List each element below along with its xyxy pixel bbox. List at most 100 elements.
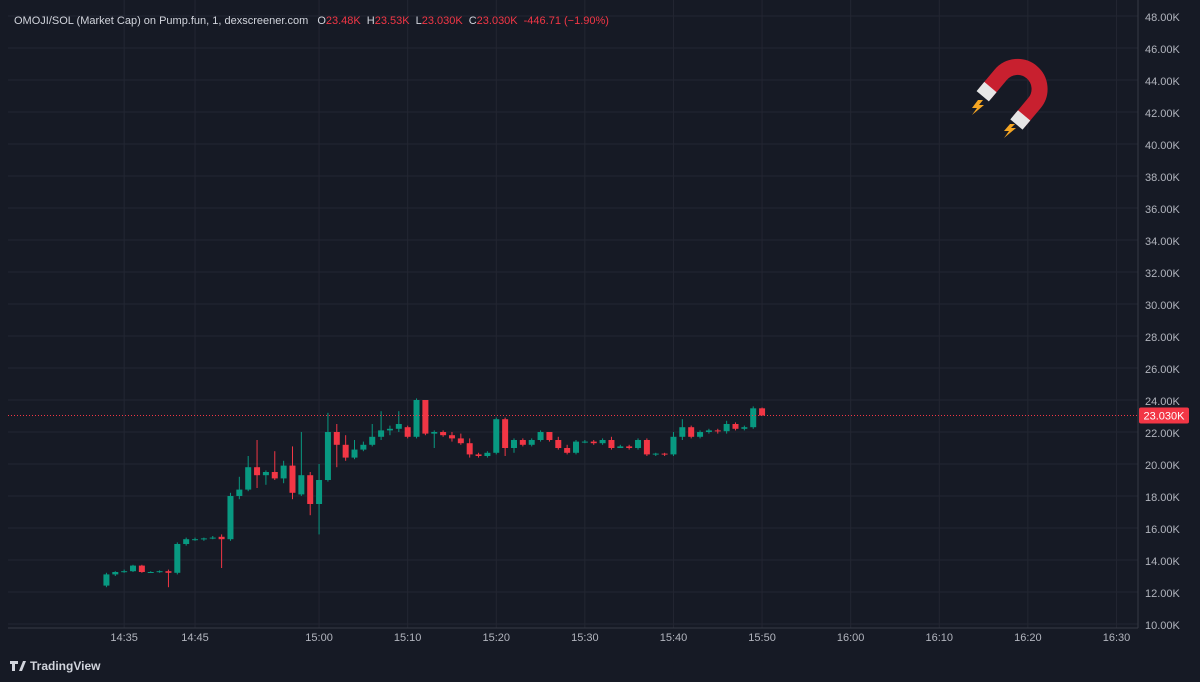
candle-body [404, 427, 411, 437]
symbol-title: OMOJI/SOL (Market Cap) on Pump.fun, 1, d… [14, 15, 309, 27]
candles [103, 398, 766, 588]
y-tick-label: 30.00K [1145, 300, 1181, 312]
candle-body [156, 571, 163, 573]
candle-body [245, 467, 252, 490]
candle-body [316, 480, 323, 504]
x-tick-label: 16:20 [1014, 632, 1042, 644]
candle-body [422, 400, 429, 434]
y-tick-label: 40.00K [1145, 140, 1181, 152]
candle-body [528, 440, 535, 445]
candle-body [200, 538, 207, 540]
candle-body [457, 438, 464, 444]
y-tick-label: 36.00K [1145, 204, 1181, 216]
candle-body [750, 408, 757, 428]
y-tick-label: 34.00K [1145, 236, 1181, 248]
y-tick-label: 28.00K [1145, 332, 1181, 344]
bolt-icon [972, 100, 984, 115]
candle-body [209, 537, 216, 539]
ohlc-value: 23.53K [374, 15, 410, 27]
candle-body [121, 571, 128, 573]
y-tick-label: 44.00K [1145, 76, 1181, 88]
y-tick-label: 10.00K [1145, 620, 1181, 632]
y-tick-label: 14.00K [1145, 556, 1181, 568]
x-tick-label: 14:45 [181, 632, 209, 644]
candle-body [590, 441, 597, 444]
tradingview-logo: TradingView [10, 659, 101, 673]
y-tick-label: 18.00K [1145, 492, 1181, 504]
y-tick-label: 38.00K [1145, 172, 1181, 184]
ohlc-key: H [366, 15, 375, 27]
candle-body [484, 452, 491, 456]
candle-body [165, 571, 172, 573]
candle-body [360, 444, 367, 450]
candle-body [307, 475, 314, 504]
candle-body [581, 441, 588, 443]
candle-body [537, 432, 544, 440]
y-tick-label: 22.00K [1145, 428, 1181, 440]
x-tick-label: 15:30 [571, 632, 599, 644]
candle-body [262, 472, 269, 476]
candle-body [174, 544, 181, 573]
candle-body [298, 475, 305, 495]
last-price-label: 23.030K [1144, 410, 1186, 422]
candle-body [440, 432, 447, 436]
candle-body [466, 443, 473, 455]
candle-body [147, 572, 154, 573]
last-price-box [1139, 407, 1189, 424]
y-tick-label: 16.00K [1145, 524, 1181, 536]
candle-body [617, 446, 624, 448]
ohlc-value: 23.48K [325, 15, 361, 27]
candle-body [732, 424, 739, 429]
candle-body [564, 448, 571, 453]
x-tick-label: 16:00 [837, 632, 865, 644]
candle-body [324, 432, 331, 480]
y-tick-label: 48.00K [1145, 12, 1181, 24]
x-tick-label: 15:50 [748, 632, 776, 644]
ohlc-value: 23.030K [421, 15, 463, 27]
candle-body [635, 440, 642, 448]
ohlc-value: 23.030K [476, 15, 518, 27]
y-tick-label: 32.00K [1145, 268, 1181, 280]
candle-body [661, 453, 668, 455]
x-tick-label: 16:30 [1103, 632, 1131, 644]
ohlc-key: O [317, 15, 326, 27]
y-tick-label: 12.00K [1145, 588, 1181, 600]
candle-body [679, 427, 686, 437]
candle-body [254, 467, 261, 476]
candle-body [688, 427, 695, 437]
candle-body [599, 440, 606, 444]
legend: OMOJI/SOL (Market Cap) on Pump.fun, 1, d… [14, 15, 609, 27]
candle-body [351, 449, 358, 458]
y-tick-label: 46.00K [1145, 44, 1181, 56]
x-tick-label: 15:00 [305, 632, 333, 644]
ohlc-key: L [415, 15, 422, 27]
candle-body [519, 440, 526, 445]
x-tick-label: 14:35 [110, 632, 138, 644]
candle-body [697, 432, 704, 437]
x-tick-label: 15:20 [483, 632, 511, 644]
candle-body [670, 436, 677, 455]
candle-body [759, 408, 766, 416]
candle-body [475, 454, 482, 456]
candle-body [643, 440, 650, 455]
candle-body [271, 472, 278, 479]
candle-body [192, 539, 199, 541]
candle-body [183, 539, 190, 544]
candle-body [652, 453, 659, 455]
brand: TradingView [30, 659, 101, 673]
candle-body [555, 440, 562, 448]
magnet-icon [976, 58, 1048, 130]
candle-body [741, 427, 748, 429]
candle-body [218, 536, 225, 540]
y-tick-label: 20.00K [1145, 460, 1181, 472]
candle-body [573, 441, 580, 453]
candle-body [236, 489, 243, 496]
candle-body [138, 565, 145, 572]
candle-body [112, 572, 119, 575]
candle-body [431, 432, 438, 434]
bolt-icon [1004, 124, 1016, 138]
candle-body [378, 430, 385, 437]
candle-body [502, 419, 509, 448]
